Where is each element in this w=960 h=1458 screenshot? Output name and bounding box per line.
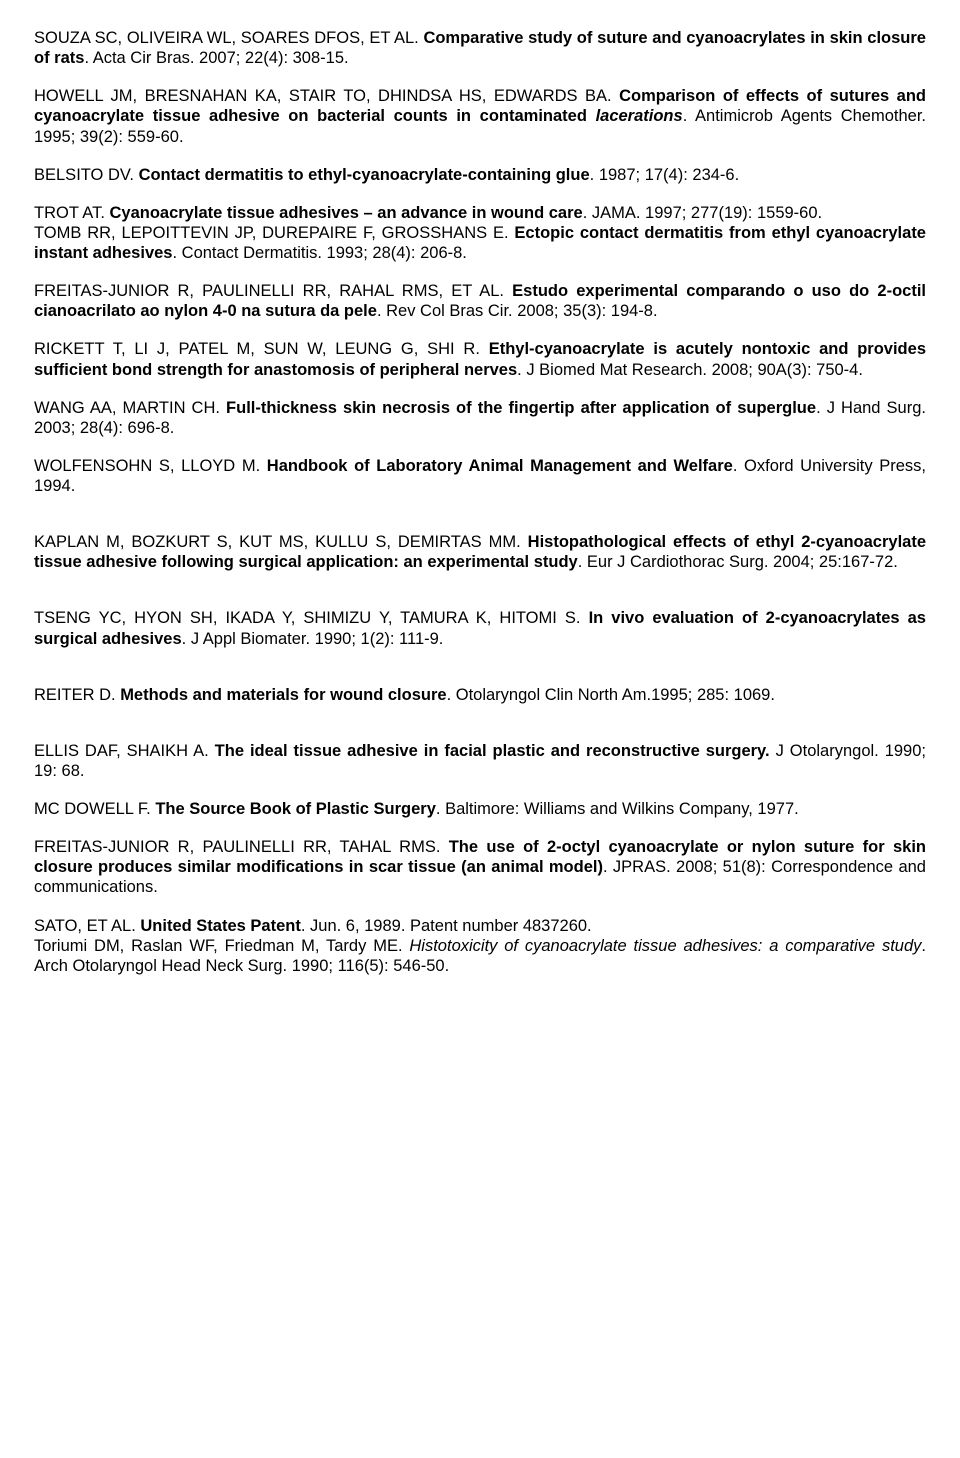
reference-title-extra: lacerations xyxy=(587,107,683,125)
reference-title: United States Patent xyxy=(140,917,300,935)
reference-authors: REITER D. xyxy=(34,686,120,704)
reference-authors: MC DOWELL F. xyxy=(34,800,155,818)
reference-title: Contact dermatitis to ethyl-cyanoacrylat… xyxy=(139,166,590,184)
reference-journal: . Jun. 6, 1989. Patent number 4837260. xyxy=(301,917,592,935)
reference-authors: BELSITO DV. xyxy=(34,166,139,184)
reference-entry: SOUZA SC, OLIVEIRA WL, SOARES DFOS, ET A… xyxy=(34,28,926,68)
reference-entry: ELLIS DAF, SHAIKH A. The ideal tissue ad… xyxy=(34,741,926,781)
reference-entry: BELSITO DV. Contact dermatitis to ethyl-… xyxy=(34,165,926,185)
reference-entry: REITER D. Methods and materials for woun… xyxy=(34,685,926,705)
reference-authors: WOLFENSOHN S, LLOYD M. xyxy=(34,457,267,475)
reference-title: Methods and materials for wound closure xyxy=(120,686,446,704)
reference-journal: . Contact Dermatitis. 1993; 28(4): 206-8… xyxy=(172,244,466,262)
reference-entry: MC DOWELL F. The Source Book of Plastic … xyxy=(34,799,926,819)
reference-entry: FREITAS-JUNIOR R, PAULINELLI RR, RAHAL R… xyxy=(34,281,926,321)
reference-authors: FREITAS-JUNIOR R, PAULINELLI RR, TAHAL R… xyxy=(34,838,449,856)
reference-entry: WOLFENSOHN S, LLOYD M. Handbook of Labor… xyxy=(34,456,926,496)
reference-journal: . Baltimore: Williams and Wilkins Compan… xyxy=(436,800,799,818)
reference-title: The Source Book of Plastic Surgery xyxy=(155,800,436,818)
reference-authors: KAPLAN M, BOZKURT S, KUT MS, KULLU S, DE… xyxy=(34,533,528,551)
reference-list: SOUZA SC, OLIVEIRA WL, SOARES DFOS, ET A… xyxy=(34,28,926,976)
reference-journal: . Eur J Cardiothorac Surg. 2004; 25:167-… xyxy=(578,553,898,571)
reference-authors: SOUZA SC, OLIVEIRA WL, SOARES DFOS, ET A… xyxy=(34,29,423,47)
reference-journal: . Otolaryngol Clin North Am.1995; 285: 1… xyxy=(447,686,775,704)
reference-journal: . Rev Col Bras Cir. 2008; 35(3): 194-8. xyxy=(377,302,658,320)
reference-title: Cyanoacrylate tissue adhesives – an adva… xyxy=(109,204,582,222)
reference-entry: FREITAS-JUNIOR R, PAULINELLI RR, TAHAL R… xyxy=(34,837,926,897)
reference-journal: . 1987; 17(4): 234-6. xyxy=(590,166,740,184)
reference-entry: HOWELL JM, BRESNAHAN KA, STAIR TO, DHIND… xyxy=(34,86,926,146)
reference-journal: . J Biomed Mat Research. 2008; 90A(3): 7… xyxy=(517,361,863,379)
reference-authors: ELLIS DAF, SHAIKH A. xyxy=(34,742,215,760)
reference-authors: Toriumi DM, Raslan WF, Friedman M, Tardy… xyxy=(34,937,409,955)
reference-entry: TSENG YC, HYON SH, IKADA Y, SHIMIZU Y, T… xyxy=(34,608,926,648)
reference-title: Full-thickness skin necrosis of the fing… xyxy=(226,399,816,417)
reference-entry: WANG AA, MARTIN CH. Full-thickness skin … xyxy=(34,398,926,438)
reference-journal: . JAMA. 1997; 277(19): 1559-60. xyxy=(583,204,822,222)
reference-authors: SATO, ET AL. xyxy=(34,917,140,935)
reference-entry: TROT AT. Cyanoacrylate tissue adhesives … xyxy=(34,203,926,263)
reference-authors: RICKETT T, LI J, PATEL M, SUN W, LEUNG G… xyxy=(34,340,489,358)
reference-title: Histotoxicity of cyanoacrylate tissue ad… xyxy=(409,937,921,955)
reference-journal: . Acta Cir Bras. 2007; 22(4): 308-15. xyxy=(84,49,348,67)
reference-authors: TSENG YC, HYON SH, IKADA Y, SHIMIZU Y, T… xyxy=(34,609,589,627)
reference-authors: HOWELL JM, BRESNAHAN KA, STAIR TO, DHIND… xyxy=(34,87,619,105)
reference-title: Handbook of Laboratory Animal Management… xyxy=(267,457,733,475)
reference-authors: WANG AA, MARTIN CH. xyxy=(34,399,226,417)
reference-title: The ideal tissue adhesive in facial plas… xyxy=(215,742,770,760)
reference-authors: TROT AT. xyxy=(34,204,109,222)
reference-entry: RICKETT T, LI J, PATEL M, SUN W, LEUNG G… xyxy=(34,339,926,379)
reference-journal: . J Appl Biomater. 1990; 1(2): 111-9. xyxy=(182,630,444,648)
reference-authors: TOMB RR, LEPOITTEVIN JP, DUREPAIRE F, GR… xyxy=(34,224,514,242)
reference-entry: KAPLAN M, BOZKURT S, KUT MS, KULLU S, DE… xyxy=(34,532,926,572)
reference-entry: SATO, ET AL. United States Patent. Jun. … xyxy=(34,916,926,976)
reference-authors: FREITAS-JUNIOR R, PAULINELLI RR, RAHAL R… xyxy=(34,282,512,300)
